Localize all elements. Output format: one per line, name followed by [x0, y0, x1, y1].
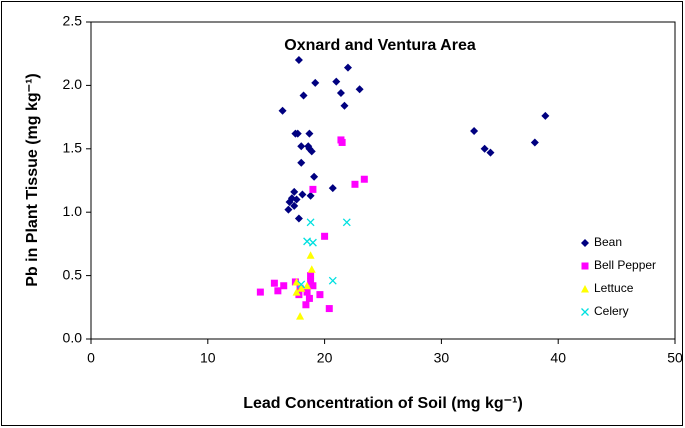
- point: [297, 284, 306, 292]
- point: [299, 91, 308, 100]
- x-tick-label: 20: [317, 350, 333, 366]
- point: [343, 63, 352, 72]
- point: [296, 312, 305, 320]
- point: [306, 191, 315, 200]
- point: [340, 101, 349, 110]
- y-tick-label: 0.0: [63, 330, 83, 346]
- legend-label: Celery: [594, 304, 629, 318]
- x-tick-label: 0: [87, 350, 95, 366]
- point: [305, 294, 313, 302]
- y-tick-label: 1.0: [63, 203, 83, 219]
- point: [298, 190, 307, 199]
- point: [292, 288, 301, 296]
- point: [530, 138, 539, 147]
- point: [338, 138, 346, 146]
- point: [256, 288, 264, 296]
- point: [294, 56, 303, 65]
- x-tick-label: 40: [550, 350, 566, 366]
- legend-label: Bell Pepper: [594, 258, 656, 272]
- y-tick-label: 1.5: [63, 140, 83, 156]
- point: [303, 288, 311, 296]
- point: [309, 185, 317, 193]
- point: [307, 272, 315, 280]
- point: [360, 175, 368, 183]
- point: [290, 187, 299, 196]
- point: [328, 184, 337, 193]
- point: [305, 144, 314, 153]
- point: [486, 148, 495, 157]
- point: [303, 281, 312, 290]
- point: [280, 282, 288, 290]
- y-tick-label: 0.5: [63, 266, 83, 282]
- point: [293, 129, 302, 138]
- y-axis-label: Pb in Plant Tissue (mg kg⁻¹): [24, 73, 41, 287]
- point: [310, 172, 319, 181]
- point: [311, 78, 320, 87]
- point: [351, 180, 359, 188]
- point: [307, 278, 315, 286]
- point: [274, 287, 282, 295]
- plot-area: [90, 21, 676, 340]
- point: [308, 238, 317, 247]
- point: [284, 205, 293, 214]
- point: [292, 195, 301, 204]
- chart-title: Oxnard and Ventura Area: [284, 37, 476, 54]
- point: [316, 291, 324, 299]
- legend-marker: [581, 308, 589, 316]
- point: [278, 106, 287, 115]
- legend-marker: [581, 285, 589, 293]
- point: [294, 214, 303, 223]
- point: [303, 237, 312, 246]
- point: [292, 277, 301, 286]
- point: [305, 129, 314, 138]
- point: [297, 280, 306, 289]
- point: [297, 142, 306, 151]
- point: [328, 276, 337, 285]
- point: [302, 301, 310, 309]
- legend-label: Bean: [594, 235, 622, 249]
- legend-marker: [581, 239, 589, 247]
- point: [285, 198, 294, 207]
- point: [270, 279, 278, 287]
- legend-marker: [581, 262, 589, 270]
- point: [342, 218, 351, 227]
- legend-label: Lettuce: [594, 281, 634, 295]
- point: [307, 265, 316, 273]
- point: [309, 282, 317, 290]
- point: [325, 305, 333, 313]
- point: [306, 218, 315, 227]
- x-tick-label: 10: [200, 350, 216, 366]
- point: [321, 232, 329, 240]
- point: [306, 251, 315, 259]
- x-axis-label: Lead Concentration of Soil (mg kg⁻¹): [243, 395, 523, 412]
- point: [480, 144, 489, 153]
- x-tick-label: 30: [434, 350, 450, 366]
- x-tick-label: 50: [667, 350, 683, 366]
- y-tick-label: 2.5: [63, 13, 83, 29]
- point: [297, 158, 306, 167]
- y-tick-label: 2.0: [63, 76, 83, 92]
- point: [336, 89, 345, 98]
- point: [332, 77, 341, 86]
- point: [355, 85, 364, 94]
- point: [290, 201, 299, 210]
- point: [470, 127, 479, 136]
- point: [541, 111, 550, 120]
